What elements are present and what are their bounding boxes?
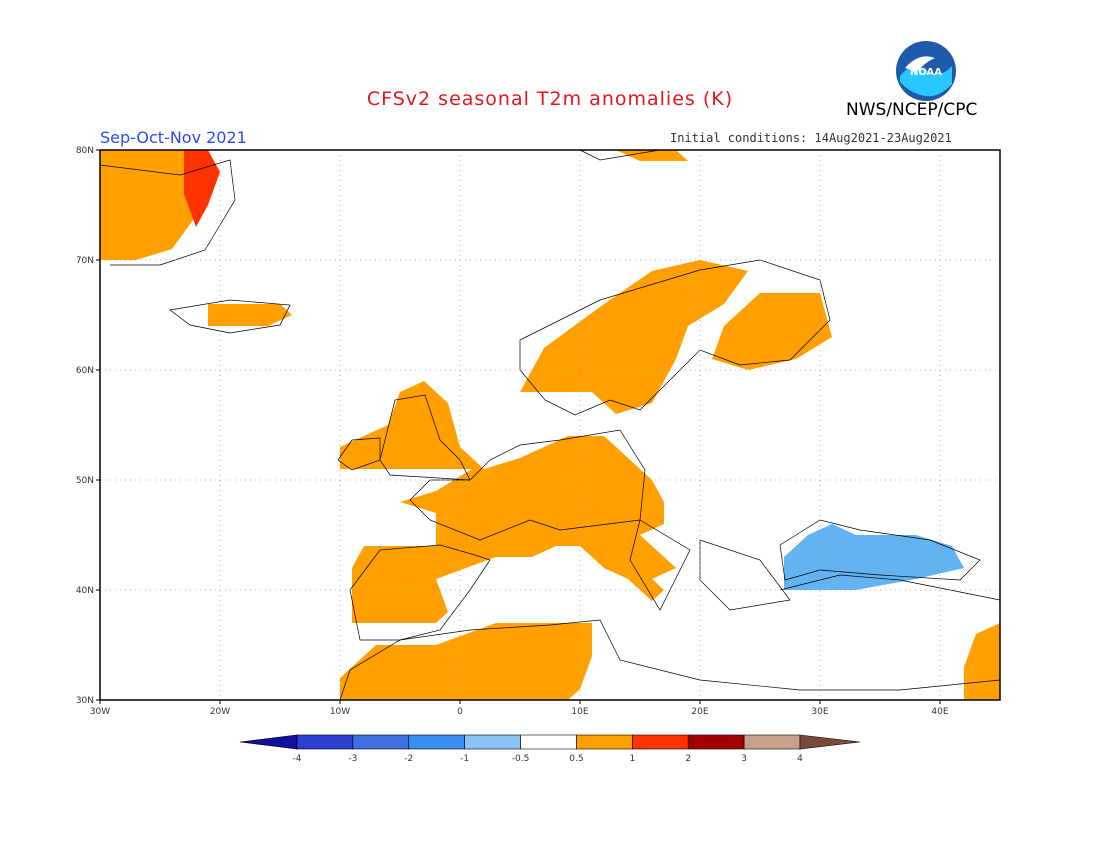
lat-tick-label: 80N xyxy=(76,146,94,156)
lon-tick-label: 20E xyxy=(691,707,708,717)
colorbar: -4 -3 -2 -1 -0.5 0.5 1 2 3 4 xyxy=(239,734,861,764)
colorbar-label: -1 xyxy=(460,754,469,764)
anomaly-region-1 xyxy=(184,150,220,227)
anomaly-region-0 xyxy=(100,150,208,260)
map-frame xyxy=(99,149,1001,701)
coastlines xyxy=(99,149,1001,701)
colorbar-arrow-left xyxy=(239,734,298,750)
organization-label: NWS/NCEP/CPC xyxy=(846,100,978,120)
initial-conditions-label: Initial conditions: 14Aug2021-23Aug2021 xyxy=(670,131,952,145)
lon-tick-label: 10E xyxy=(571,707,588,717)
colorbar-segment xyxy=(464,734,521,750)
colorbar-segment xyxy=(743,734,801,750)
colorbar-label: -0.5 xyxy=(512,754,530,764)
colorbar-label: -2 xyxy=(404,754,413,764)
anomaly-region-2 xyxy=(208,304,292,326)
lon-tick-label: 40E xyxy=(931,707,948,717)
map-gridlines xyxy=(100,150,1000,700)
lon-tick-label: 30E xyxy=(811,707,828,717)
lon-tick-label: 10W xyxy=(330,707,350,717)
logo-text: NOAA xyxy=(910,67,942,78)
colorbar-segment xyxy=(352,734,410,750)
lat-tick-label: 40N xyxy=(76,586,94,596)
colorbar-segment xyxy=(296,734,354,750)
lat-tick-label: 70N xyxy=(76,256,94,266)
anomaly-region-6 xyxy=(340,623,592,700)
colorbar-segment xyxy=(687,734,745,750)
colorbar-segment xyxy=(520,734,577,750)
anomaly-region-3 xyxy=(340,381,676,623)
colorbar-label: 3 xyxy=(741,754,747,764)
anomaly-region-4 xyxy=(520,260,748,414)
colorbar-segment xyxy=(408,734,465,750)
colorbar-label: 0.5 xyxy=(569,754,583,764)
latitude-ticks: 30N 40N 50N 60N 70N 80N xyxy=(76,146,100,706)
lon-tick-label: 30W xyxy=(90,707,110,717)
colorbar-segment xyxy=(632,734,689,750)
colorbar-label: 4 xyxy=(797,754,803,764)
longitude-ticks: 30W 20W 10W 0 10E 20E 30E 40E xyxy=(90,700,949,717)
colorbar-label: -3 xyxy=(348,754,357,764)
map-background xyxy=(100,150,1000,700)
colorbar-segment xyxy=(576,734,633,750)
colorbar-arrow-right xyxy=(799,734,861,750)
lon-tick-label: 20W xyxy=(210,707,230,717)
anomaly-region-7 xyxy=(616,150,688,161)
lat-tick-label: 50N xyxy=(76,476,94,486)
lat-tick-label: 30N xyxy=(76,696,94,706)
colorbar-label: -4 xyxy=(293,754,302,764)
lon-tick-label: 0 xyxy=(457,707,463,717)
anomaly-regions xyxy=(100,150,1000,700)
colorbar-label: 2 xyxy=(685,754,691,764)
lat-tick-label: 60N xyxy=(76,366,94,376)
colorbar-label: 1 xyxy=(629,754,635,764)
anomaly-region-9 xyxy=(784,524,964,590)
map-title: CFSv2 seasonal T2m anomalies (K) xyxy=(366,88,734,110)
noaa-logo-icon: NOAA xyxy=(895,40,957,102)
season-label: Sep-Oct-Nov 2021 xyxy=(100,128,247,147)
anomaly-region-5 xyxy=(712,293,832,370)
